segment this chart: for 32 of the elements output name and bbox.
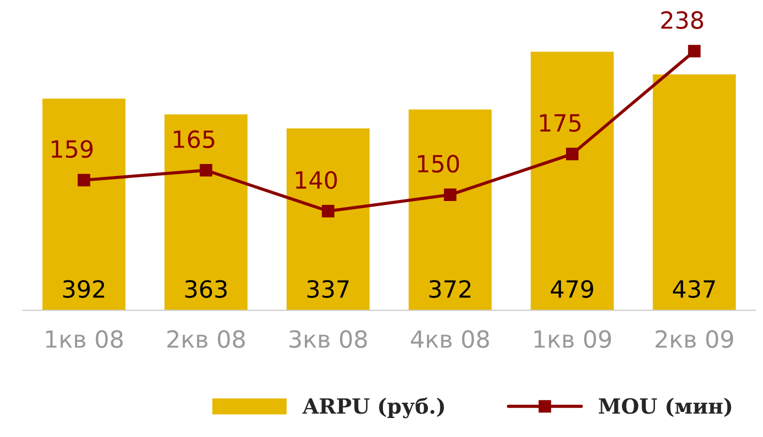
bar bbox=[42, 98, 126, 310]
data-label: 437 bbox=[672, 280, 715, 298]
point bbox=[322, 204, 334, 218]
data-label: 159 bbox=[52, 140, 93, 158]
data-label: 140 bbox=[296, 171, 337, 189]
point bbox=[444, 188, 456, 202]
x-tick-label: 2кв 09 bbox=[656, 330, 734, 348]
point bbox=[78, 174, 90, 186]
x-tick-label: 3кв 08 bbox=[290, 330, 367, 348]
bar bbox=[530, 52, 614, 310]
data-label: 363 bbox=[185, 280, 227, 298]
bar bbox=[408, 109, 492, 310]
data-label: 165 bbox=[174, 130, 214, 148]
data-label: 337 bbox=[307, 280, 349, 298]
bar bbox=[286, 128, 370, 310]
data-label: 479 bbox=[550, 280, 594, 298]
bar bbox=[652, 74, 736, 310]
data-label: 175 bbox=[540, 114, 581, 132]
x-tick-label: 4кв 08 bbox=[410, 330, 489, 348]
x-tick-label: 2кв 08 bbox=[167, 330, 245, 348]
data-label: 238 bbox=[661, 11, 704, 30]
bar bbox=[164, 114, 248, 310]
point bbox=[200, 164, 212, 177]
point bbox=[566, 148, 578, 160]
point bbox=[688, 44, 701, 58]
legend-label: MOU (мин) bbox=[598, 398, 732, 417]
x-tick-label: 1кв 09 bbox=[534, 330, 611, 348]
x-tick-label: 1кв 08 bbox=[46, 330, 123, 348]
data-label: 392 bbox=[63, 280, 104, 298]
data-label: 150 bbox=[418, 154, 459, 173]
legend-label: ARPU (руб.) bbox=[302, 397, 444, 418]
data-label: 372 bbox=[429, 280, 470, 298]
